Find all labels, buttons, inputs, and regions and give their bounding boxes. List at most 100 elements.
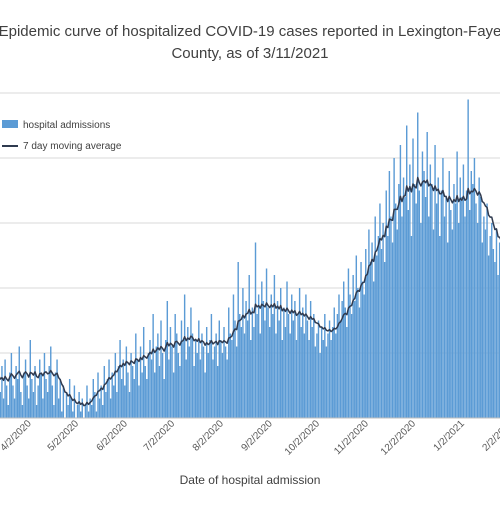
bar [218, 320, 220, 418]
x-axis-title: Date of hospital admission [180, 473, 321, 487]
bar [53, 405, 55, 418]
bar [265, 268, 268, 418]
bar [385, 190, 387, 418]
bar [256, 314, 258, 418]
bar [325, 346, 328, 418]
bar [229, 333, 232, 418]
bar [45, 379, 47, 418]
bar [29, 340, 31, 418]
bar [4, 359, 6, 418]
bar [122, 359, 124, 418]
bar [387, 236, 389, 418]
bar [487, 255, 490, 418]
bar [306, 320, 309, 418]
bar [163, 379, 165, 418]
bar [28, 398, 30, 418]
bar [324, 314, 326, 418]
bar [149, 340, 151, 418]
bar [190, 307, 192, 418]
bar [339, 320, 342, 418]
bar [432, 229, 435, 418]
bar [176, 333, 178, 418]
bar [383, 262, 386, 418]
bar [399, 145, 402, 418]
bar [209, 340, 211, 418]
bar [248, 275, 250, 418]
bar [217, 366, 219, 418]
bar [234, 320, 236, 418]
bar [183, 294, 186, 418]
bar [407, 210, 409, 418]
bar [116, 392, 118, 418]
bar [166, 301, 169, 418]
bar [1, 366, 3, 418]
bar [352, 275, 354, 418]
bar [78, 392, 80, 418]
bar [281, 340, 283, 418]
bar [160, 320, 162, 418]
bar [81, 398, 83, 418]
bar [42, 398, 44, 418]
bar [65, 392, 68, 418]
bar [286, 281, 288, 418]
bar [280, 288, 282, 418]
legend-label-hospital-admissions: hospital admissions [23, 120, 110, 131]
bar [254, 242, 257, 418]
bar [106, 379, 109, 418]
bar [442, 158, 444, 418]
bar [246, 320, 249, 418]
bar [18, 346, 20, 418]
bar [428, 216, 430, 418]
bar [84, 405, 87, 418]
bar [142, 327, 145, 418]
bar [465, 190, 468, 418]
bar [130, 353, 132, 418]
bar [413, 184, 416, 418]
bar [56, 359, 58, 418]
bar [451, 229, 454, 418]
bar [138, 385, 140, 418]
bar [154, 372, 156, 418]
bar [426, 132, 428, 418]
bar [68, 379, 71, 418]
bar [309, 301, 312, 418]
bar [439, 236, 441, 418]
bar [391, 242, 394, 418]
bar [57, 398, 60, 418]
bar [0, 392, 2, 418]
bar [314, 346, 317, 418]
bar [311, 327, 313, 418]
bar [358, 307, 361, 418]
bar [313, 314, 315, 418]
bar [62, 385, 65, 418]
bar [338, 294, 340, 418]
bar [187, 327, 189, 418]
bar [435, 203, 438, 418]
bar [437, 177, 439, 418]
bar [409, 164, 411, 418]
bar [34, 366, 36, 418]
bar [220, 340, 222, 418]
bar [344, 307, 346, 418]
bar [355, 255, 358, 418]
bar [179, 366, 181, 418]
bar [294, 301, 296, 418]
bar [240, 327, 243, 418]
bar [210, 314, 213, 418]
bar [291, 294, 293, 418]
bar [32, 392, 35, 418]
bar [23, 372, 25, 418]
bar [357, 288, 359, 418]
bar [459, 177, 461, 418]
bar [454, 203, 457, 418]
bar [363, 294, 365, 418]
bar [194, 340, 197, 418]
bar [205, 327, 208, 418]
bar [295, 340, 298, 418]
bar [79, 411, 82, 418]
bar [320, 327, 323, 418]
bar [119, 340, 121, 418]
bar [273, 275, 276, 418]
bar [46, 392, 49, 418]
legend-label-moving-average: 7 day moving average [23, 141, 122, 152]
